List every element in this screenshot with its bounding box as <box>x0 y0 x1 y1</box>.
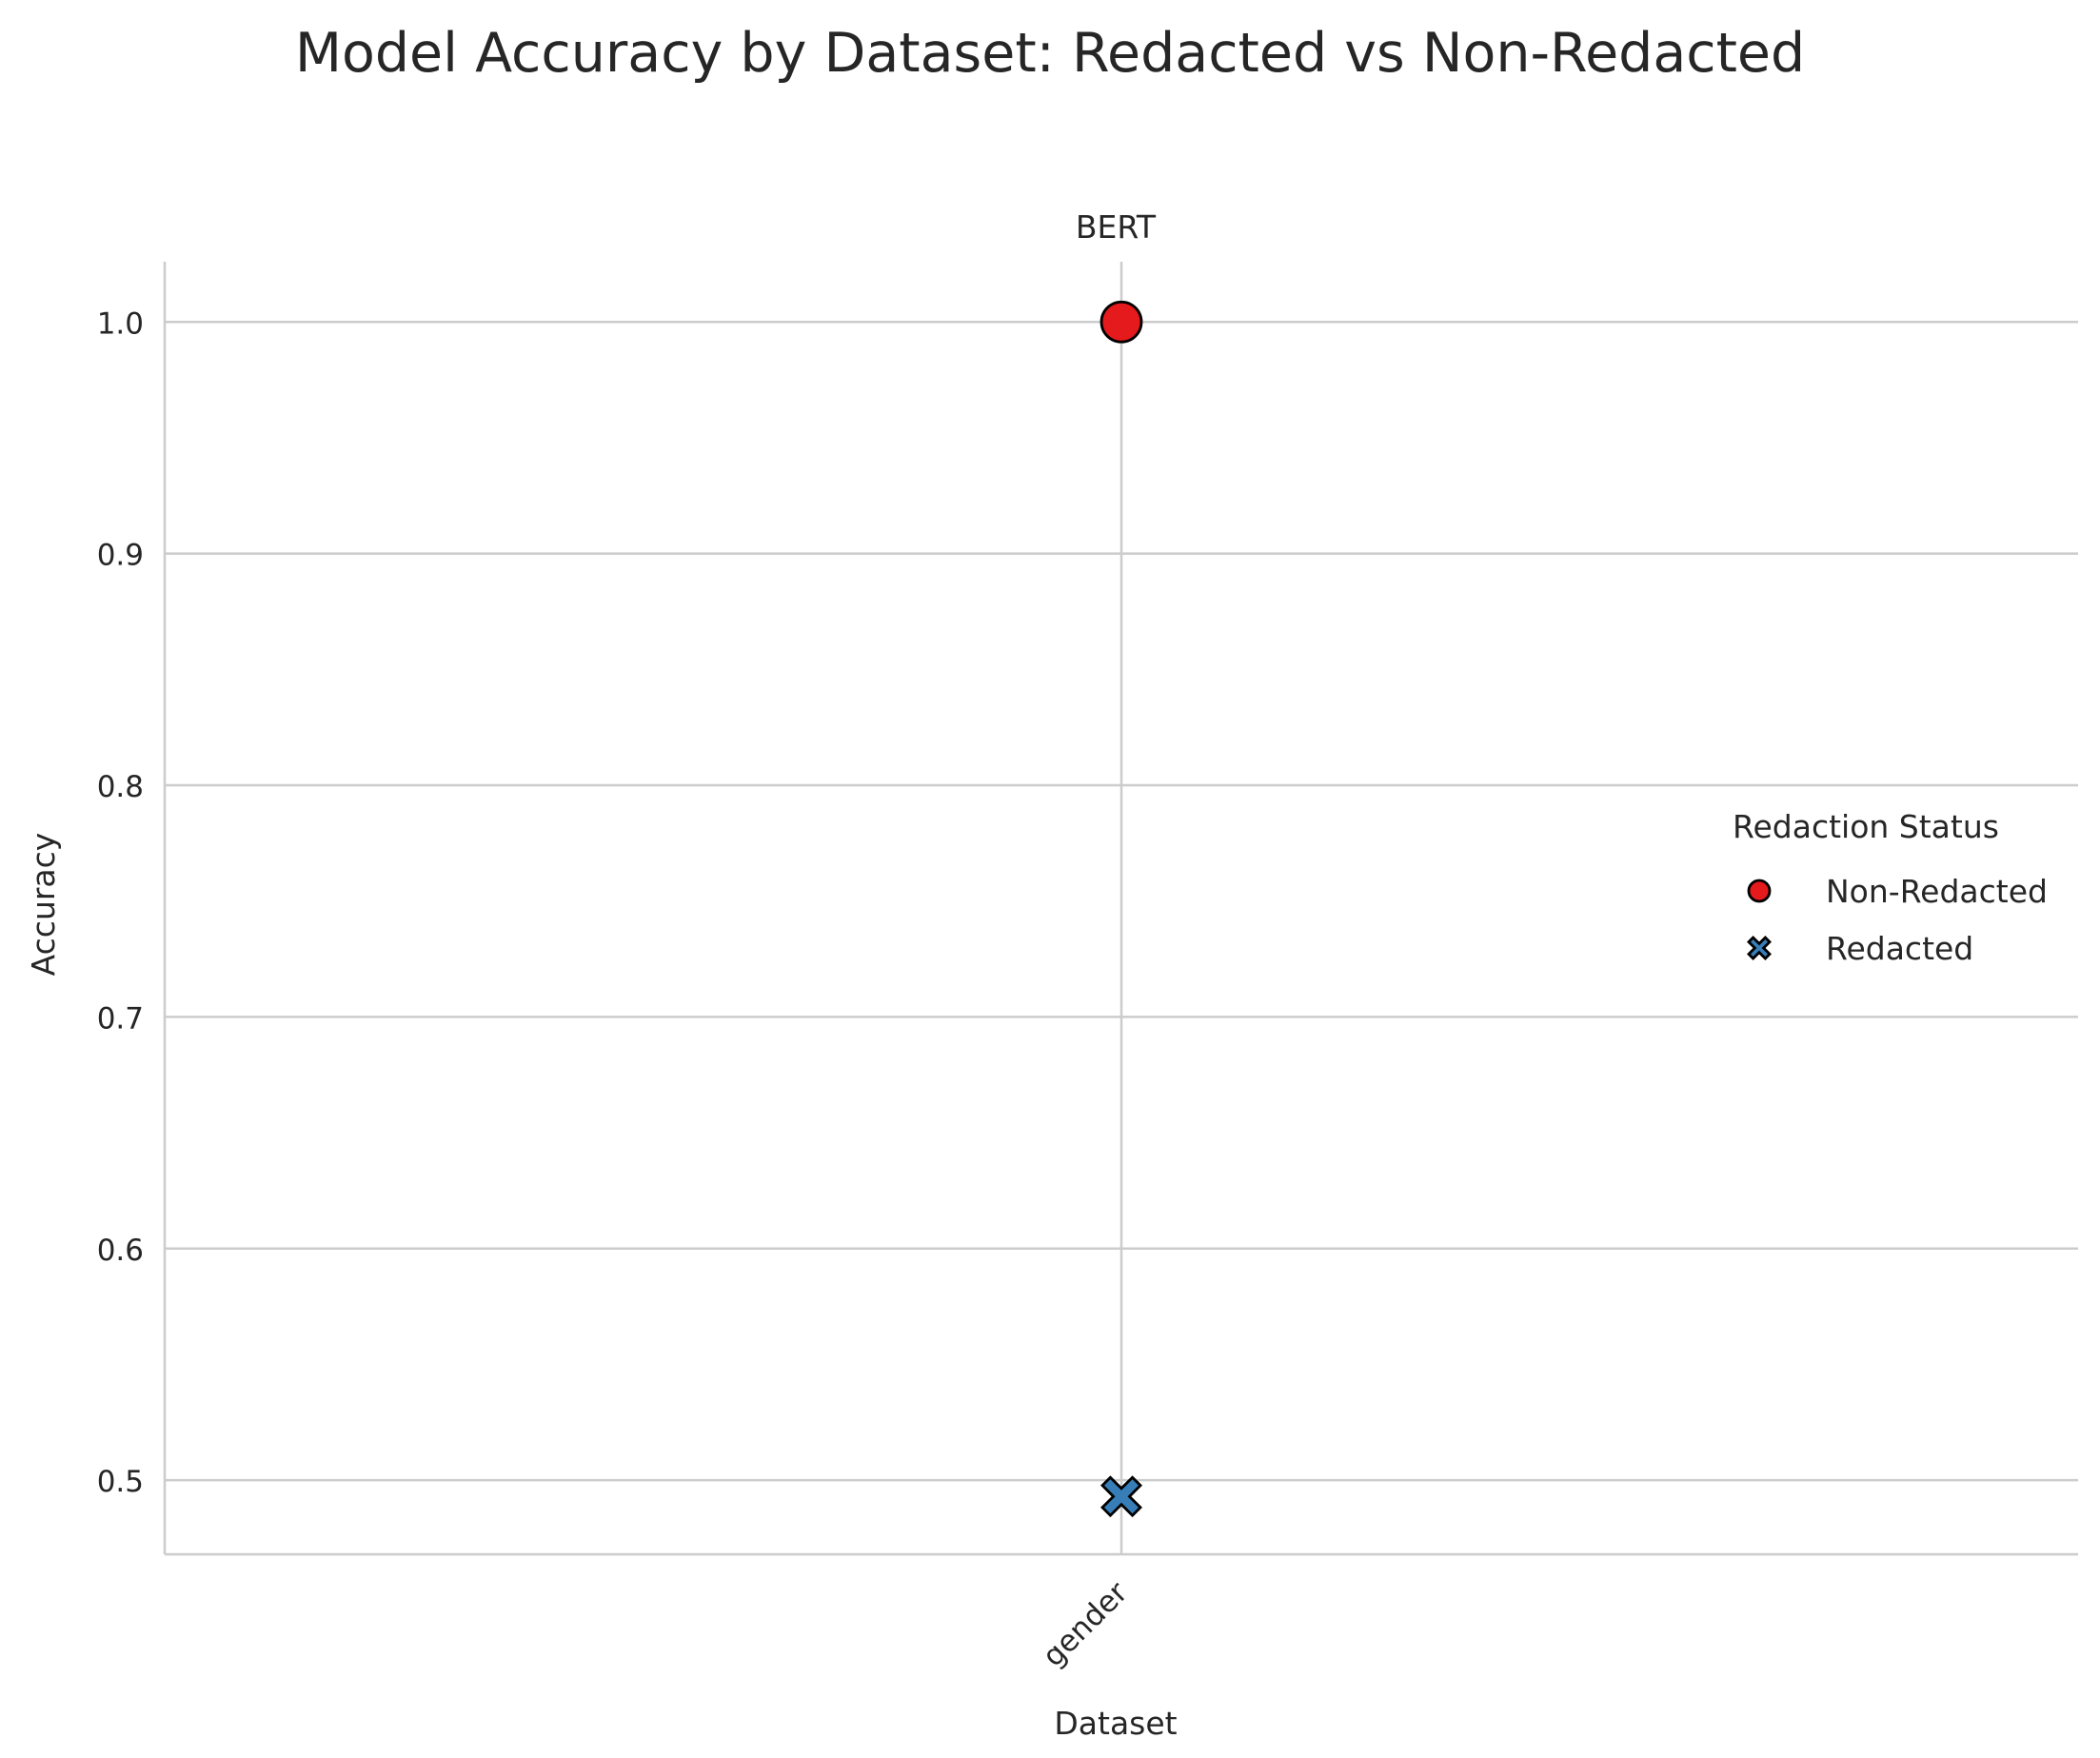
legend-marker-non-redacted <box>1747 879 1772 903</box>
y-tick-label: 1.0 <box>97 306 144 341</box>
legend-marker-redacted <box>1747 936 1772 960</box>
tick-labels: 0.5 0.6 0.7 0.8 0.9 1.0 gender <box>97 306 1135 1673</box>
y-tick-label: 0.8 <box>97 770 144 804</box>
grid-lines <box>165 262 2078 1554</box>
legend-label: Redacted <box>1826 930 1973 967</box>
y-tick-label: 0.9 <box>97 539 144 573</box>
y-tick-label: 0.6 <box>97 1234 144 1268</box>
chart-title: Model Accuracy by Dataset: Redacted vs N… <box>295 22 1805 85</box>
data-point-redacted <box>1100 1475 1142 1518</box>
legend-title: Redaction Status <box>1733 808 1999 845</box>
panel-title: BERT <box>1076 208 1157 246</box>
x-axis-label: Dataset <box>1054 1705 1177 1742</box>
y-axis-label: Accuracy <box>25 833 62 977</box>
y-tick-label: 0.7 <box>97 1001 144 1036</box>
data-point-non-redacted <box>1100 300 1143 344</box>
x-tick-label: gender <box>1036 1575 1134 1673</box>
axes <box>163 262 2078 1556</box>
data-points <box>1100 300 1143 1518</box>
legend-label: Non-Redacted <box>1826 873 2048 910</box>
legend: Redaction Status Non-Redacted Redacted <box>1733 808 2048 967</box>
legend-items: Non-Redacted Redacted <box>1747 873 2048 967</box>
y-tick-label: 0.5 <box>97 1465 144 1499</box>
